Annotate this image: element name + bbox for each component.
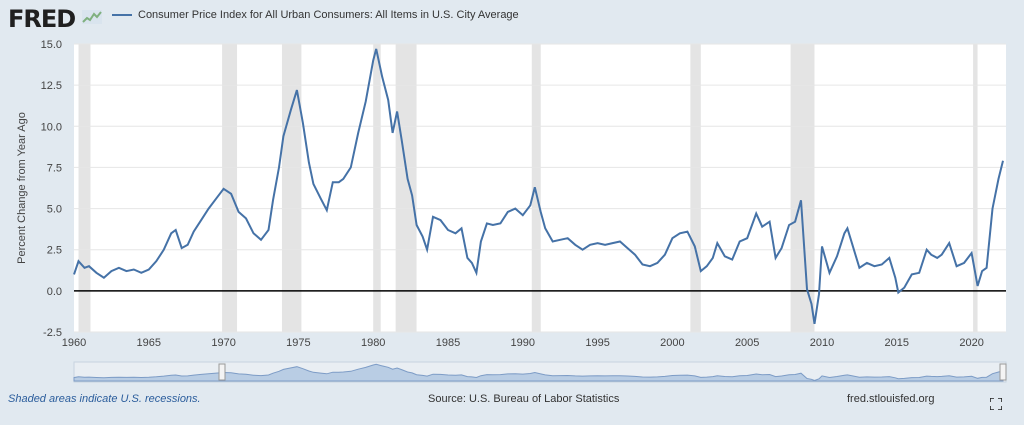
y-tick-labels: -2.5 0.0 2.5 5.0 7.5 10.0 12.5 15.0	[41, 39, 62, 339]
x-tick-label: 1980	[361, 337, 385, 349]
x-tick-label: 2015	[885, 337, 909, 349]
y-tick-label: 12.5	[41, 80, 62, 92]
series-line	[73, 48, 1004, 324]
recession-band	[790, 44, 815, 332]
series-label: Consumer Price Index for All Urban Consu…	[138, 9, 519, 21]
recession-band	[690, 44, 701, 332]
y-tick-label: -2.5	[43, 327, 62, 339]
y-tick-label: 5.0	[47, 204, 62, 216]
y-tick-label: 0.0	[47, 286, 62, 298]
x-tick-label: 1970	[211, 337, 235, 349]
recession-band	[222, 44, 238, 332]
y-tick-label: 15.0	[41, 39, 62, 51]
y-tick-label: 2.5	[47, 245, 62, 257]
recession-band	[973, 44, 978, 332]
source-note: Source: U.S. Bureau of Labor Statistics	[428, 393, 620, 405]
range-navigator[interactable]	[73, 361, 1007, 383]
x-tick-label: 1985	[436, 337, 460, 349]
x-tick-label: 1960	[62, 337, 86, 349]
recession-band	[281, 44, 302, 332]
fred-chart-icon	[82, 10, 102, 24]
site-link[interactable]: fred.stlouisfed.org	[847, 393, 935, 405]
x-tick-label: 2010	[810, 337, 834, 349]
legend-swatch	[112, 14, 132, 16]
x-tick-label: 1975	[286, 337, 310, 349]
x-tick-label: 1965	[137, 337, 161, 349]
recession-note: Shaded areas indicate U.S. recessions.	[8, 393, 201, 405]
recession-bands	[78, 44, 978, 332]
y-axis-label: Percent Change from Year Ago	[16, 112, 28, 264]
x-tick-label: 2000	[660, 337, 684, 349]
navigator-left-handle[interactable]	[218, 363, 226, 381]
fullscreen-icon[interactable]	[990, 398, 1002, 410]
x-tick-label: 2005	[735, 337, 759, 349]
x-tick-label: 1995	[585, 337, 609, 349]
y-tick-label: 7.5	[47, 162, 62, 174]
x-tick-label: 2020	[959, 337, 983, 349]
recession-band	[78, 44, 91, 332]
x-tick-labels: 1960 1965 1970 1975 1980 1985 1990 1995 2000 2005…	[62, 337, 984, 349]
navigator-right-handle[interactable]	[999, 363, 1007, 381]
navigator-line	[73, 363, 1004, 382]
series-legend[interactable]: Consumer Price Index for All Urban Consu…	[112, 9, 519, 21]
fred-logo[interactable]: FRED	[8, 5, 76, 33]
recession-band	[395, 44, 417, 332]
y-tick-label: 10.0	[41, 121, 62, 133]
recession-band	[531, 44, 541, 332]
recession-band	[373, 44, 381, 332]
x-tick-label: 1990	[511, 337, 535, 349]
